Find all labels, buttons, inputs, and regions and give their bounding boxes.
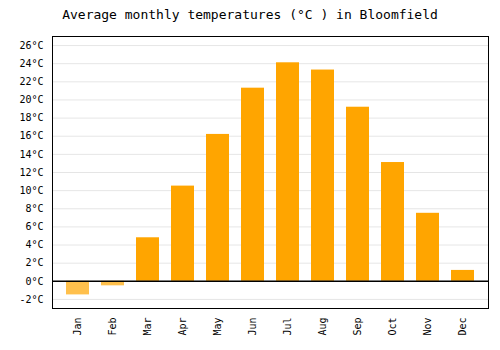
svg-text:8°C: 8°C — [25, 203, 43, 214]
svg-text:Oct: Oct — [387, 318, 398, 336]
svg-text:14°C: 14°C — [19, 149, 43, 160]
svg-text:Dec: Dec — [457, 318, 468, 336]
svg-text:16°C: 16°C — [19, 130, 43, 141]
svg-text:May: May — [212, 318, 223, 336]
svg-text:-2°C: -2°C — [19, 294, 43, 305]
svg-text:2°C: 2°C — [25, 257, 43, 268]
svg-text:20°C: 20°C — [19, 94, 43, 105]
svg-text:Jul: Jul — [282, 318, 293, 336]
svg-text:4°C: 4°C — [25, 239, 43, 250]
svg-text:6°C: 6°C — [25, 221, 43, 232]
svg-text:Sep: Sep — [352, 318, 363, 336]
svg-text:Mar: Mar — [142, 318, 153, 336]
svg-text:Apr: Apr — [177, 318, 188, 336]
svg-text:26°C: 26°C — [19, 40, 43, 51]
svg-text:Aug: Aug — [317, 318, 328, 336]
svg-text:10°C: 10°C — [19, 185, 43, 196]
svg-text:22°C: 22°C — [19, 76, 43, 87]
svg-text:Nov: Nov — [422, 318, 433, 336]
svg-text:Feb: Feb — [107, 318, 118, 336]
svg-text:24°C: 24°C — [19, 58, 43, 69]
svg-text:0°C: 0°C — [25, 276, 43, 287]
svg-text:Jun: Jun — [247, 318, 258, 336]
svg-text:12°C: 12°C — [19, 167, 43, 178]
html-text:Average monthly temperatures (: Average monthly temperatures (°C ) in Bl… — [62, 7, 438, 22]
svg-text:18°C: 18°C — [19, 112, 43, 123]
svg-text:Jan: Jan — [72, 318, 83, 336]
